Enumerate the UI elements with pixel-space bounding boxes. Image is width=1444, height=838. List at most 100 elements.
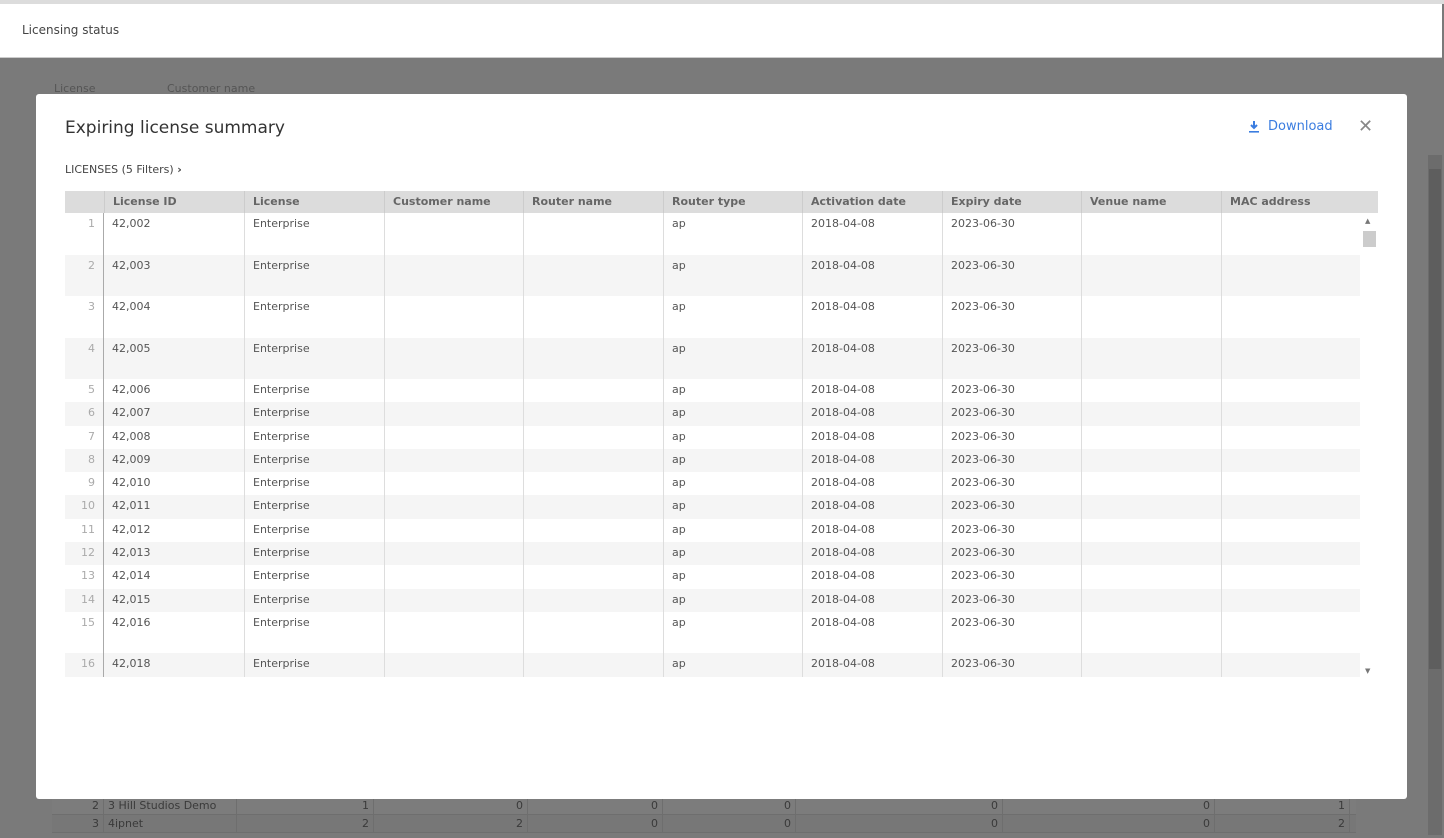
row-number: 3 bbox=[52, 815, 104, 832]
router-name-cell bbox=[523, 588, 663, 612]
column-header-expiry-date[interactable]: Expiry date bbox=[942, 191, 1081, 213]
table-row[interactable]: 1 42,002 Enterprise ap 2018-04-08 2023-06-30 bbox=[65, 213, 1378, 255]
activation-date-cell: 2018-04-08 bbox=[802, 611, 942, 654]
mac-address-cell bbox=[1221, 254, 1360, 296]
activation-date-cell: 2018-04-08 bbox=[802, 542, 942, 566]
license-id-cell: 42,015 bbox=[112, 592, 151, 606]
license-id-cell: 42,008 bbox=[112, 429, 151, 443]
table-row[interactable]: 5 42,006 Enterprise ap 2018-04-08 2023-06-30 bbox=[65, 379, 1378, 403]
license-cell: Enterprise bbox=[244, 611, 384, 654]
license-cell: Enterprise bbox=[244, 337, 384, 379]
row-number-cell: 14 bbox=[65, 588, 104, 612]
count-cell: 1 bbox=[1215, 797, 1350, 814]
table-row[interactable]: 13 42,014 Enterprise ap 2018-04-08 2023-06-30 bbox=[65, 565, 1378, 589]
table-row[interactable]: 7 42,008 Enterprise ap 2018-04-08 2023-06-30 bbox=[65, 425, 1378, 449]
mac-address-cell bbox=[1221, 296, 1360, 338]
table-row[interactable]: 15 42,016 Enterprise ap 2018-04-08 2023-06-30 bbox=[65, 611, 1378, 654]
license-cell: Enterprise bbox=[244, 542, 384, 566]
count-cell: 2 bbox=[374, 815, 528, 832]
table-row[interactable]: 4 42,005 Enterprise ap 2018-04-08 2023-06-30 bbox=[65, 337, 1378, 379]
count-cell: 2 bbox=[1215, 815, 1350, 832]
scroll-thumb[interactable] bbox=[1363, 231, 1376, 247]
licenses-grid: License ID License Customer name Router nam… bbox=[65, 191, 1378, 677]
activation-date-cell: 2018-04-08 bbox=[802, 379, 942, 403]
licenses-filters-toggle[interactable]: LICENSES (5 Filters) › bbox=[65, 163, 182, 176]
download-button[interactable]: Download bbox=[1248, 119, 1333, 134]
close-icon[interactable]: ✕ bbox=[1358, 116, 1374, 137]
row-number-cell: 16 bbox=[65, 653, 104, 677]
router-name-cell bbox=[523, 402, 663, 426]
column-header-row-number[interactable] bbox=[65, 191, 104, 213]
table-row[interactable]: 3 42,004 Enterprise ap 2018-04-08 2023-06-30 bbox=[65, 296, 1378, 338]
expiring-license-modal: Expiring license summary Download ✕ LICE… bbox=[36, 94, 1407, 799]
grid-scrollbar[interactable]: ▲ ▼ bbox=[1360, 213, 1378, 677]
table-row[interactable]: 11 42,012 Enterprise ap 2018-04-08 2023-06-30 bbox=[65, 518, 1378, 543]
row-number-cell: 7 bbox=[65, 425, 104, 449]
background-scrollbar[interactable] bbox=[1428, 155, 1442, 835]
router-type-cell: ap bbox=[663, 518, 802, 543]
column-header-mac-address[interactable]: MAC address bbox=[1221, 191, 1360, 213]
activation-date-cell: 2018-04-08 bbox=[802, 337, 942, 379]
license-id-cell: 42,005 bbox=[112, 341, 151, 355]
expiry-date-cell: 2023-06-30 bbox=[942, 379, 1081, 403]
table-row[interactable]: 9 42,010 Enterprise ap 2018-04-08 2023-06-30 bbox=[65, 472, 1378, 496]
table-row[interactable]: 12 42,013 Enterprise ap 2018-04-08 2023-06-30 bbox=[65, 542, 1378, 566]
router-type-cell: ap bbox=[663, 254, 802, 296]
mac-address-cell bbox=[1221, 542, 1360, 566]
expiry-date-cell: 2023-06-30 bbox=[942, 337, 1081, 379]
venue-name-cell bbox=[1081, 296, 1221, 338]
expiry-date-cell: 2023-06-30 bbox=[942, 254, 1081, 296]
table-row[interactable]: 2 42,003 Enterprise ap 2018-04-08 2023-06-30 bbox=[65, 254, 1378, 296]
customer-name-cell bbox=[384, 448, 523, 473]
router-name-cell bbox=[523, 379, 663, 403]
scroll-down-icon[interactable]: ▼ bbox=[1365, 667, 1371, 675]
column-header-customer-name[interactable]: Customer name bbox=[384, 191, 523, 213]
column-header-license-id[interactable]: License ID bbox=[104, 191, 244, 213]
venue-name-cell bbox=[1081, 337, 1221, 379]
license-id-cell: 42,003 bbox=[112, 258, 151, 272]
expiry-date-cell: 2023-06-30 bbox=[942, 588, 1081, 612]
activation-date-cell: 2018-04-08 bbox=[802, 448, 942, 473]
column-header-router-type[interactable]: Router type bbox=[663, 191, 802, 213]
expiry-date-cell: 2023-06-30 bbox=[942, 495, 1081, 519]
venue-name-cell bbox=[1081, 425, 1221, 449]
router-type-cell: ap bbox=[663, 542, 802, 566]
count-cell: 0 bbox=[663, 797, 796, 814]
router-type-cell: ap bbox=[663, 296, 802, 338]
column-header-router-name[interactable]: Router name bbox=[523, 191, 663, 213]
router-name-cell bbox=[523, 425, 663, 449]
table-row[interactable]: 8 42,009 Enterprise ap 2018-04-08 2023-06-30 bbox=[65, 448, 1378, 473]
scroll-up-icon[interactable]: ▲ bbox=[1365, 217, 1371, 225]
row-number-cell: 15 bbox=[65, 611, 104, 654]
license-cell: Enterprise bbox=[244, 495, 384, 519]
table-row[interactable]: 10 42,011 Enterprise ap 2018-04-08 2023-06-30 bbox=[65, 495, 1378, 519]
customer-name-cell bbox=[384, 337, 523, 379]
router-type-cell: ap bbox=[663, 495, 802, 519]
venue-name-cell bbox=[1081, 653, 1221, 677]
table-row[interactable]: 16 42,018 Enterprise ap 2018-04-08 2023-06-30 bbox=[65, 653, 1378, 677]
customer-name-cell bbox=[384, 611, 523, 654]
customer-name-cell bbox=[384, 542, 523, 566]
customer-name-cell bbox=[384, 588, 523, 612]
license-id-cell: 42,007 bbox=[112, 406, 151, 420]
activation-date-cell: 2018-04-08 bbox=[802, 518, 942, 543]
activation-date-cell: 2018-04-08 bbox=[802, 296, 942, 338]
venue-name-cell bbox=[1081, 472, 1221, 496]
expiry-date-cell: 2023-06-30 bbox=[942, 565, 1081, 589]
column-header-activation-date[interactable]: Activation date bbox=[802, 191, 942, 213]
router-type-cell: ap bbox=[663, 213, 802, 255]
router-type-cell: ap bbox=[663, 653, 802, 677]
table-row[interactable]: 6 42,007 Enterprise ap 2018-04-08 2023-06-30 bbox=[65, 402, 1378, 426]
venue-name-cell bbox=[1081, 254, 1221, 296]
customer-name: 3 Hill Studios Demo bbox=[104, 797, 237, 814]
mac-address-cell bbox=[1221, 379, 1360, 403]
column-header-license[interactable]: License bbox=[244, 191, 384, 213]
customer-name-cell bbox=[384, 565, 523, 589]
table-row[interactable]: 14 42,015 Enterprise ap 2018-04-08 2023-06-30 bbox=[65, 588, 1378, 612]
row-number-cell: 8 bbox=[65, 448, 104, 473]
venue-name-cell bbox=[1081, 448, 1221, 473]
license-cell: Enterprise bbox=[244, 213, 384, 255]
license-id-cell: 42,009 bbox=[112, 452, 151, 466]
license-id-cell: 42,002 bbox=[112, 217, 151, 230]
column-header-venue-name[interactable]: Venue name bbox=[1081, 191, 1221, 213]
